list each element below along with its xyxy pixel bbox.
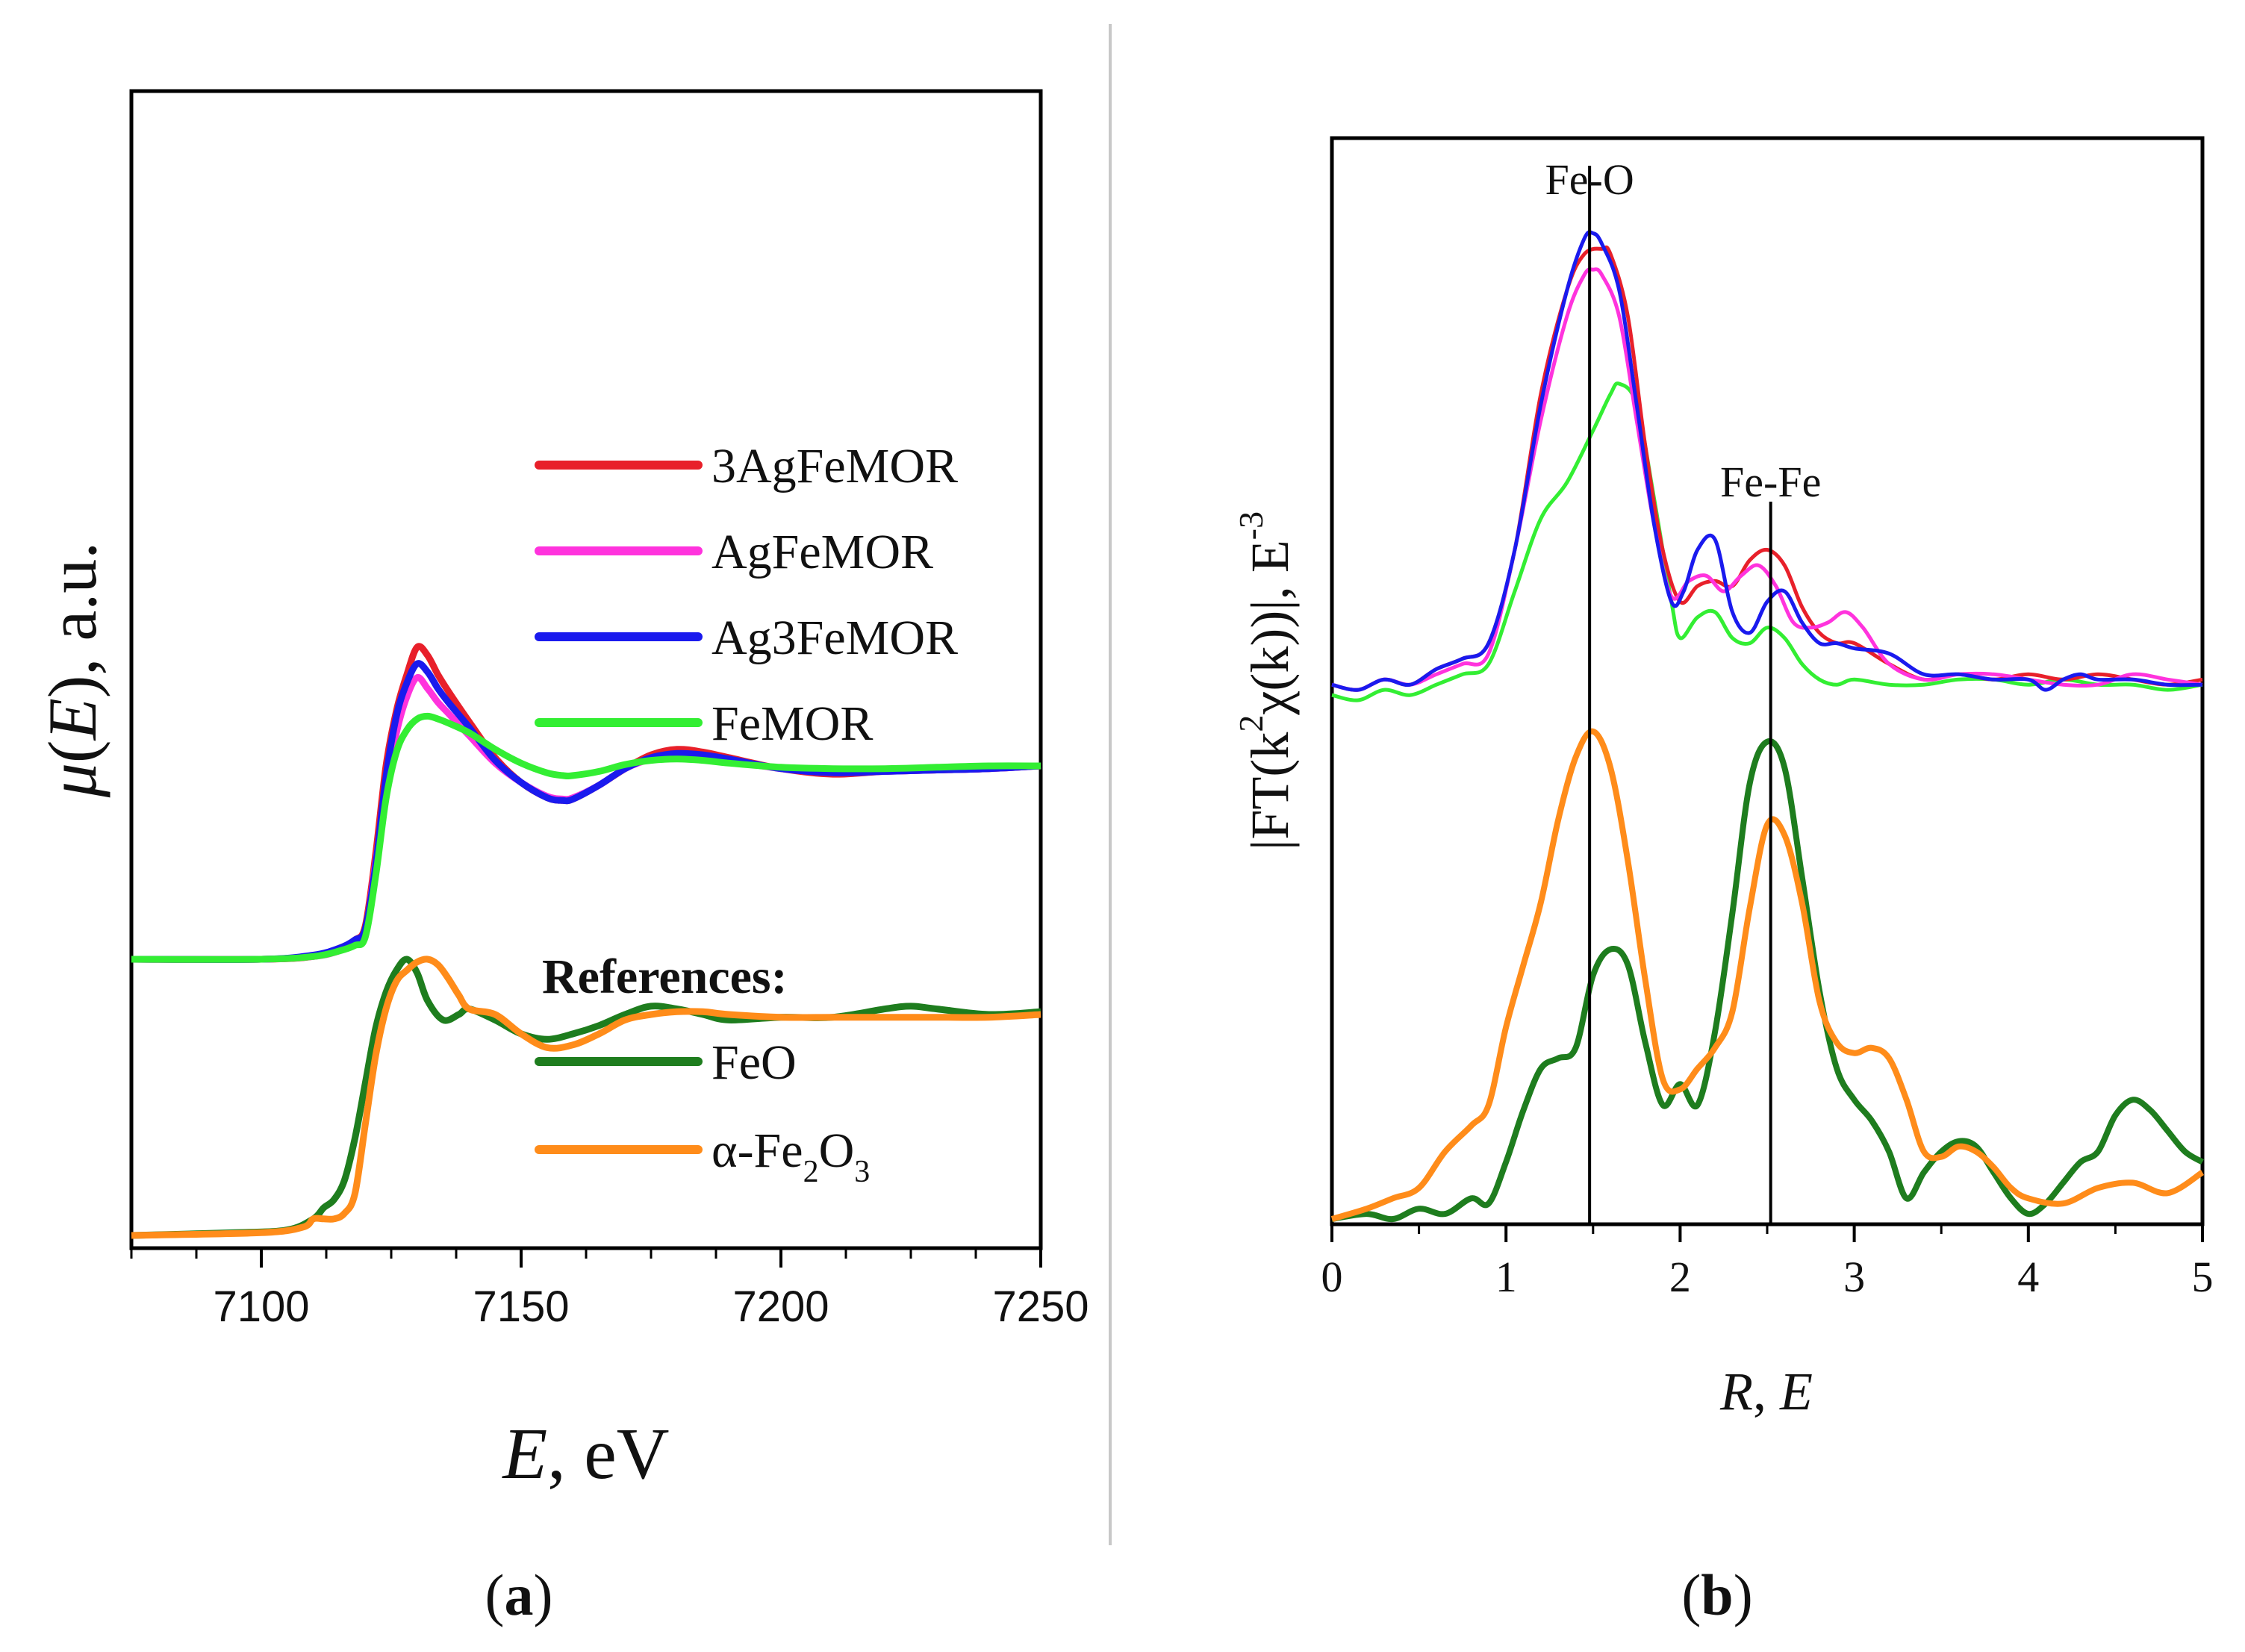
y-axis-label-b: |FT(k2χ(k))|, E-3	[1232, 511, 1300, 850]
plot-frame-a	[129, 89, 1043, 1250]
x-axis-label-b: R, E	[1719, 1362, 1813, 1421]
x-tick-label-b: 2	[1669, 1253, 1691, 1301]
x-tick-label-a: 7250	[992, 1282, 1089, 1331]
y-label-arg: E	[34, 698, 110, 741]
legend-label-fe2o3: α-Fe2O3	[712, 1123, 870, 1189]
y-label-suffix: , a.u.	[34, 542, 110, 676]
x-tick-label-a: 7150	[473, 1282, 569, 1331]
series-line-b-fe2o3	[1330, 728, 2205, 1222]
x-tick-label-b: 4	[2017, 1253, 2039, 1301]
series-line-b-ag3femor	[1331, 230, 2203, 692]
legend-heading-references: References:	[542, 950, 788, 1004]
x-ticks-a: 7100 7150 7200 7250	[130, 1248, 1089, 1331]
legend-label-femor: FeMOR	[712, 696, 873, 751]
x-tick-label-b: 3	[1843, 1253, 1865, 1301]
peak-annotations-b: Fe-O Fe-Fe	[1545, 155, 1821, 1224]
x-tick-label-a: 7200	[732, 1282, 829, 1331]
series-group-b	[1330, 230, 2205, 1223]
series-group-a	[131, 643, 1041, 1239]
x-tick-label-b: 5	[2192, 1253, 2214, 1301]
series-line-a-ag3femor	[131, 660, 1041, 963]
x-label-unit: , eV	[547, 1414, 669, 1494]
x-axis-label-a: E, eV	[501, 1414, 669, 1494]
legend-label-3agfemor: 3AgFeMOR	[712, 439, 958, 493]
series-line-b-feo	[1331, 738, 2205, 1223]
legend-label-feo: FeO	[712, 1035, 797, 1090]
x-tick-label-a: 7100	[213, 1282, 309, 1331]
x-label-var: E	[501, 1414, 547, 1494]
series-line-a-3agfemor	[131, 643, 1041, 963]
x-tick-label-b: 1	[1495, 1253, 1517, 1301]
x-tick-label-b: 0	[1321, 1253, 1343, 1301]
panel-label-a: (a)	[485, 1562, 553, 1627]
legend-label-ag3femor: Ag3FeMOR	[712, 611, 958, 665]
series-line-a-femor	[131, 712, 1041, 963]
panel-label-b: (b)	[1681, 1562, 1752, 1627]
chart-panel-a: 7100 7150 7200 7250 μ(E), a.u. E, eV 3AgFeM…	[34, 89, 1089, 1627]
legend-label-agfemor: AgFeMOR	[712, 525, 933, 579]
series-line-b-femor	[1331, 381, 2203, 702]
series-line-a-fe2o3	[131, 956, 1041, 1239]
y-axis-label-a: μ(E), a.u.	[34, 542, 110, 799]
legend-a: 3AgFeMOR AgFeMOR Ag3FeMOR FeMOR Referenc…	[535, 439, 958, 1189]
annotation-label-fe-o: Fe-O	[1545, 155, 1634, 204]
annotation-label-fe-fe: Fe-Fe	[1720, 458, 1821, 506]
y-label-symbol: μ	[34, 763, 110, 798]
x-ticks-b: 0 1 2 3 4 5	[1321, 1224, 2214, 1301]
